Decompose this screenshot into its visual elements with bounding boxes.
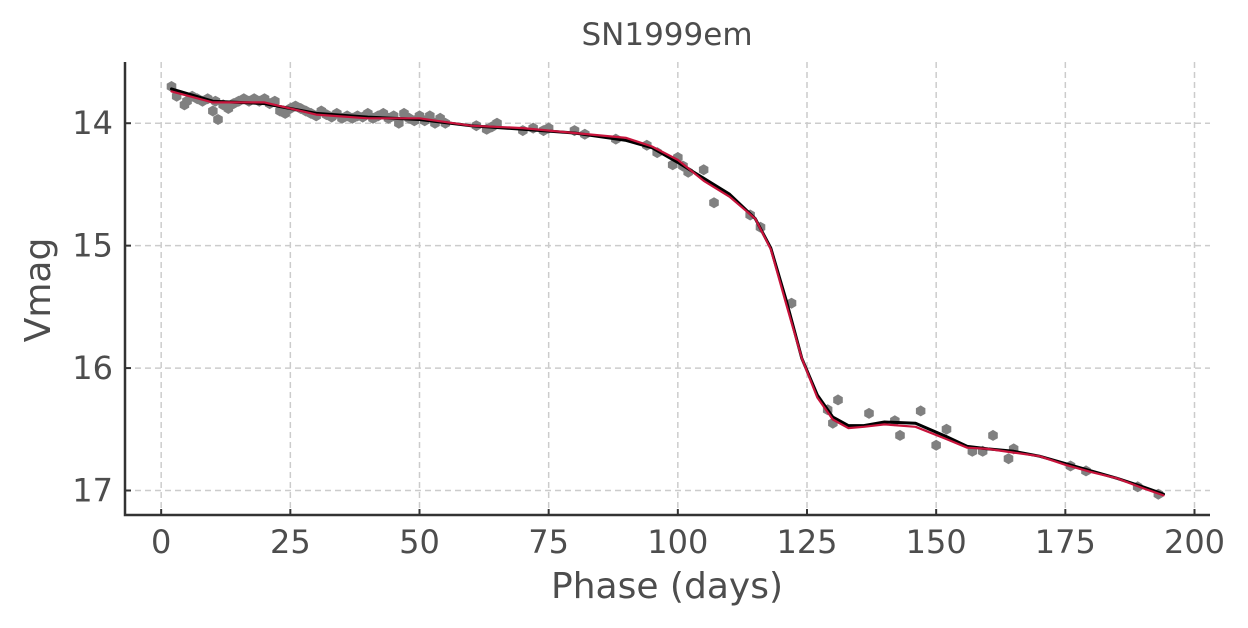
data-point — [709, 197, 719, 209]
x-tick-label: 75 — [528, 523, 569, 561]
data-point — [208, 105, 218, 117]
x-axis-label: Phase (days) — [551, 566, 783, 607]
scatter-points — [166, 81, 1164, 500]
axes-spines — [123, 62, 1210, 517]
data-point — [698, 164, 709, 176]
data-point — [988, 429, 998, 441]
y-tick-label: 14 — [72, 104, 113, 142]
fit-line-black — [170, 87, 1165, 496]
data-point — [213, 114, 223, 125]
y-tick-label: 16 — [72, 349, 113, 387]
data-point — [941, 423, 952, 435]
data-point — [915, 405, 926, 417]
fit-line-red — [170, 90, 1165, 497]
data-point — [895, 429, 905, 441]
x-tick-label: 25 — [270, 523, 311, 561]
y-tick-label: 17 — [72, 472, 113, 510]
ticks-layer: 0 25 50 75 100 125 150 175 200 14 15 16 17 — [72, 104, 1225, 561]
y-axis-label: Vmag — [18, 238, 59, 343]
chart-title: SN1999em — [581, 17, 752, 53]
x-tick-label: 100 — [647, 523, 708, 561]
data-point — [931, 439, 941, 451]
data-point — [864, 407, 874, 419]
grid-layer — [125, 62, 1210, 515]
x-tick-label: 175 — [1035, 523, 1096, 561]
axes-layer — [123, 62, 1210, 517]
data-point — [1003, 453, 1014, 465]
x-tick-label: 0 — [151, 523, 171, 561]
fit-lines — [170, 87, 1165, 497]
data-point — [394, 117, 404, 129]
x-tick-label: 150 — [906, 523, 967, 561]
y-tick-label: 15 — [72, 227, 113, 265]
data-point — [833, 394, 843, 406]
x-tick-label: 125 — [776, 523, 837, 561]
x-tick-label: 50 — [399, 523, 440, 561]
x-tick-label: 200 — [1164, 523, 1225, 561]
